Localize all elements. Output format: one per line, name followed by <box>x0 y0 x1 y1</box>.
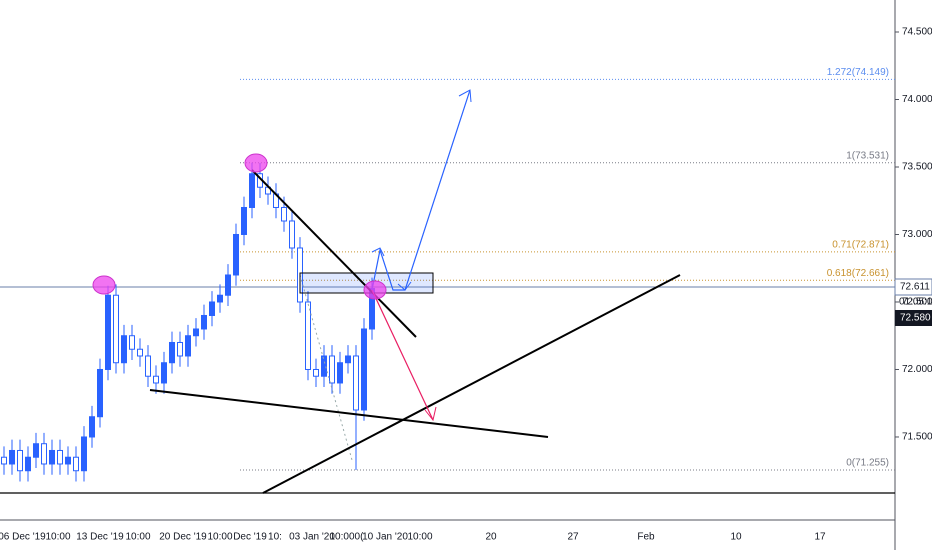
candle-body <box>209 301 215 316</box>
projection-arrow <box>371 289 434 421</box>
candle-body <box>153 375 159 384</box>
arrow-head <box>371 247 385 257</box>
trend-line <box>251 169 417 338</box>
candle-body <box>65 456 71 465</box>
candle-body <box>201 314 207 330</box>
arrow-head <box>458 89 472 103</box>
last-price-label: 72.580 <box>900 313 931 324</box>
x-tick-label: 17 <box>814 532 826 543</box>
candle-body <box>337 362 343 384</box>
candle-body <box>233 233 239 276</box>
x-tick-label: Dec '19 <box>233 532 267 543</box>
candle-body <box>289 220 295 249</box>
candle-body <box>305 301 311 370</box>
trend-line <box>262 274 681 494</box>
y-tick-label: 74.500 <box>902 27 932 38</box>
highlight <box>92 275 116 295</box>
candle-body <box>161 362 167 384</box>
candle-body <box>81 436 87 472</box>
trend-line <box>149 389 549 438</box>
price-label: 72.611 <box>900 282 930 293</box>
candle-body <box>169 341 175 364</box>
fib-label: 0.618(72.661) <box>827 268 889 279</box>
candle-body <box>129 335 135 350</box>
price-label-box <box>894 278 932 296</box>
y-tick-label: 71.500 <box>902 432 932 443</box>
fib-label: 0.71(72.871) <box>832 240 889 251</box>
y-tick-label: 72.000 <box>902 364 932 375</box>
y-tick-label: 74.000 <box>902 94 932 105</box>
candle-body <box>105 294 111 370</box>
fib-label: 0(71.255) <box>846 458 889 469</box>
arrow-head <box>397 281 412 291</box>
candle-body <box>89 416 95 438</box>
candle-body <box>41 443 47 465</box>
x-tick-label: 10 <box>730 532 742 543</box>
candle-body <box>73 456 79 472</box>
candle-body <box>241 206 247 235</box>
y-tick-label: 73.000 <box>902 229 932 240</box>
y-tick-label: 73.500 <box>902 162 932 173</box>
x-tick-label: 10:00 <box>45 532 70 543</box>
x-tick-label: 10:00 <box>407 532 432 543</box>
candle-body <box>97 368 103 418</box>
candle-body <box>217 294 223 303</box>
fib-label: 1(73.531) <box>846 150 889 161</box>
candle-body <box>225 274 231 296</box>
countdown-label: 01:05:17 <box>899 297 932 308</box>
candle-body <box>17 449 23 472</box>
candle-body <box>329 355 335 384</box>
candle-body <box>361 328 367 411</box>
candle-body <box>193 328 199 337</box>
y-tick-label: 72.500 <box>902 297 932 308</box>
x-tick-label: 03 Jan '20 <box>289 532 335 543</box>
highlight <box>244 153 268 173</box>
candle-body <box>321 355 327 377</box>
candle-body <box>1 456 7 465</box>
candle-body <box>9 449 15 465</box>
candle-body <box>137 348 143 357</box>
x-tick-label: 10:00 <box>125 532 150 543</box>
candle-body <box>33 443 39 458</box>
x-tick-label: 13 Dec '19 <box>76 532 124 543</box>
candle-body <box>185 335 191 357</box>
x-tick-label: 10:00 <box>329 532 354 543</box>
x-tick-label: Feb <box>637 532 655 543</box>
x-tick-label: 20 Dec '19 <box>159 532 207 543</box>
candle-body <box>49 449 55 465</box>
fib-label: 1.272(74.149) <box>827 67 889 78</box>
candle-body <box>281 206 287 222</box>
x-tick-label: 27 <box>567 532 579 543</box>
candle-body <box>353 355 359 411</box>
x-tick-label: 10 Jan '20 <box>362 532 408 543</box>
candle-body <box>57 449 63 465</box>
highlight <box>363 280 387 300</box>
candle-body <box>249 173 255 208</box>
x-tick-label: 10: <box>268 532 282 543</box>
x-tick-label: 0( <box>355 532 365 543</box>
candle-body <box>145 355 151 377</box>
candle-body <box>345 355 351 364</box>
candle-body <box>25 456 31 472</box>
last-price-box <box>895 309 932 326</box>
candle-body <box>113 294 119 364</box>
x-tick-label: 20 <box>485 532 497 543</box>
candle-body <box>121 335 127 364</box>
candle-body <box>177 341 183 357</box>
arrow-head <box>424 406 437 422</box>
x-tick-label: 10:00 <box>207 532 232 543</box>
fib-trend <box>299 274 353 461</box>
candle-body <box>313 368 319 377</box>
projection-arrow <box>371 89 471 291</box>
x-tick-label: 06 Dec '19 <box>0 532 46 543</box>
